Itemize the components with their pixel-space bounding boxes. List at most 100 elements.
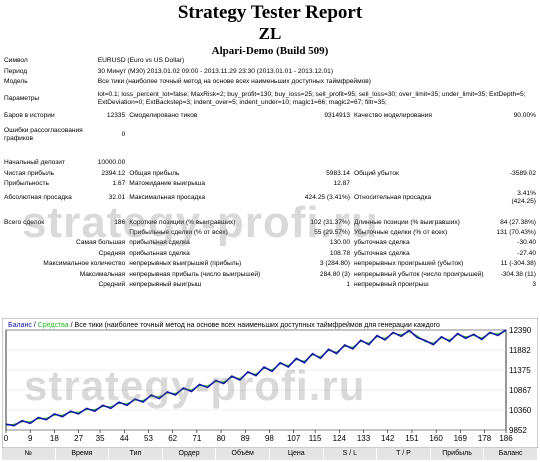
trades-table-header: № Время Тип Ордер Объём Цена S / L T / P…	[2, 448, 538, 460]
maxdd-label: Максимальная просадка	[129, 194, 206, 202]
col-volume: Объём	[216, 448, 270, 460]
mismatch-value: 0	[121, 130, 126, 138]
model-label: Модель	[4, 77, 28, 85]
y-tick-label: 10867	[509, 386, 532, 395]
maxconp-loss-label: непрерывный убыток (число проигрышей)	[353, 270, 484, 278]
mismatch-label: Ошибки рассогласования графиков	[4, 126, 83, 142]
y-tick-label: 11882	[509, 346, 531, 355]
x-tick-label: 115	[309, 434, 322, 443]
x-tick-label: 186	[499, 434, 513, 443]
short-value: 102 (31.37%)	[310, 218, 350, 226]
server-name: Alpari-Demo (Build 509)	[211, 45, 329, 57]
quality-label: Качество моделирования	[353, 112, 432, 120]
legend-separator: /	[32, 322, 38, 329]
avgcons-loss-label: непрерывный проигрыш	[353, 281, 429, 289]
average-label: Средняя	[98, 249, 126, 257]
x-tick-label: 169	[454, 434, 468, 443]
balance-chart: 9852 10360 10867 11375 11882 12390 0 9 18 27 35 44 5…	[2, 318, 538, 448]
grossprofit-label: Общая прибыль	[129, 169, 180, 177]
netprofit-value: 2394.12	[101, 169, 126, 177]
long-label: Длинные позиции (% выигравших)	[353, 218, 460, 226]
quality-value: 90.00%	[513, 112, 536, 120]
params-label: Параметры	[4, 95, 40, 103]
x-tick-label: 44	[120, 434, 129, 443]
trades-label: Всего сделок	[4, 218, 45, 226]
x-tick-label: 107	[287, 434, 301, 443]
bars-label: Баров в истории	[4, 112, 55, 120]
expected-label: Матожидание выигрыша	[129, 179, 206, 187]
maxcons-wins-label: непрерывных выигрышей (прибыль)	[129, 260, 242, 268]
avg-profit-value: 108.78	[329, 249, 350, 257]
x-tick-label: 151	[405, 434, 419, 443]
expert-name: ZL	[258, 24, 282, 43]
col-balance: Баланс	[484, 448, 538, 460]
deposit-value: 10000.00	[97, 159, 126, 167]
absdd-label: Абсолютная просадка	[4, 194, 72, 202]
maxconp-loss-value: -304.38 (11)	[500, 270, 536, 278]
grossloss-label: Общий убыток	[353, 169, 399, 177]
y-tick-label: 10360	[509, 406, 532, 415]
x-tick-label: 18	[50, 434, 59, 443]
long-value: 84 (27.38%)	[500, 218, 536, 226]
avg-profit-label: прибыльная сделка	[129, 249, 190, 257]
maxcons-losses-value: 11 (-304.38)	[500, 260, 536, 268]
maxcons-label: Максимальное количество	[43, 260, 126, 268]
loss-trades-value: 131 (70.43%)	[496, 229, 536, 237]
expected-value: 12.87	[333, 179, 350, 187]
largest-loss-label: убыточная сделка	[353, 239, 410, 247]
short-label: Короткие позиции (% выигравших)	[129, 218, 236, 226]
reldd-label: Относительная просадка	[353, 194, 432, 202]
x-tick-label: 62	[168, 434, 177, 443]
reldd-value: 3.41% (424.25)	[511, 190, 536, 206]
x-tick-label: 89	[241, 434, 250, 443]
plot-area	[5, 329, 507, 431]
col-time: Время	[56, 448, 110, 460]
col-number: №	[2, 448, 56, 460]
grossprofit-value: 5983.14	[326, 169, 350, 177]
params-value: lot=0.1; loss_percent_lot=false; MaxRisk…	[97, 91, 526, 107]
largest-profit-label: прибыльная сделка	[129, 239, 190, 247]
largest-label: Самая большая	[76, 239, 126, 247]
balance-line	[5, 329, 507, 427]
avgcons-win-label: непрерывный выигрыш	[129, 281, 202, 289]
pf-value: 1.67	[112, 179, 126, 187]
y-tick-label: 12390	[509, 326, 532, 335]
period-value: 30 Минут (M30) 2013.01.02 09:00 - 2013.1…	[97, 67, 334, 75]
col-sl: S / L	[324, 448, 378, 460]
report-title: Strategy Tester Report	[177, 2, 363, 23]
maxcons-wins-value: 3 (284.80)	[319, 260, 350, 268]
avgcons-loss-value: 3	[532, 281, 536, 289]
largest-loss-value: -30.40	[517, 239, 536, 247]
col-price: Цена	[270, 448, 324, 460]
period-label: Период	[4, 67, 28, 75]
x-tick-label: 98	[265, 434, 274, 443]
avg-loss-label: убыточная сделка	[353, 249, 410, 257]
x-tick-label: 133	[357, 434, 371, 443]
col-profit: Прибыль	[431, 448, 485, 460]
absdd-value: 32.01	[108, 194, 126, 202]
avg-loss-value: -27.40	[517, 249, 536, 257]
x-tick-label: 80	[217, 434, 226, 443]
pf-label: Прибыльность	[4, 179, 49, 187]
model-value: Все тики (наиболее точный метод на основ…	[97, 77, 372, 85]
col-tp: T / P	[377, 448, 431, 460]
bars-value: 12335	[106, 112, 126, 120]
deposit-label: Начальный депозит	[4, 159, 65, 167]
x-tick-label: 71	[192, 434, 201, 443]
netprofit-label: Чистая прибыль	[4, 169, 55, 177]
largest-profit-value: 130.00	[329, 239, 350, 247]
col-type: Тип	[109, 448, 163, 460]
avgcons-label: Средний	[98, 281, 126, 289]
report-table: Символ EURUSD (Euro vs US Dollar) Период 3…	[2, 56, 538, 290]
avgcons-win-value: 1	[346, 281, 350, 289]
x-tick-label: 35	[96, 434, 105, 443]
ticks-value: 9314913	[324, 112, 350, 120]
profit-trades-value: 55 (29.57%)	[314, 229, 350, 237]
maxconp-profit-label: непрерывная прибыль (число выигрышей)	[129, 270, 261, 278]
x-tick-label: 142	[381, 434, 395, 443]
ticks-label: Смоделировано тиков	[129, 112, 198, 120]
x-tick-label: 27	[74, 434, 83, 443]
y-tick-label: 9852	[509, 426, 527, 435]
x-tick-label: 53	[144, 434, 153, 443]
x-tick-label: 178	[478, 434, 492, 443]
